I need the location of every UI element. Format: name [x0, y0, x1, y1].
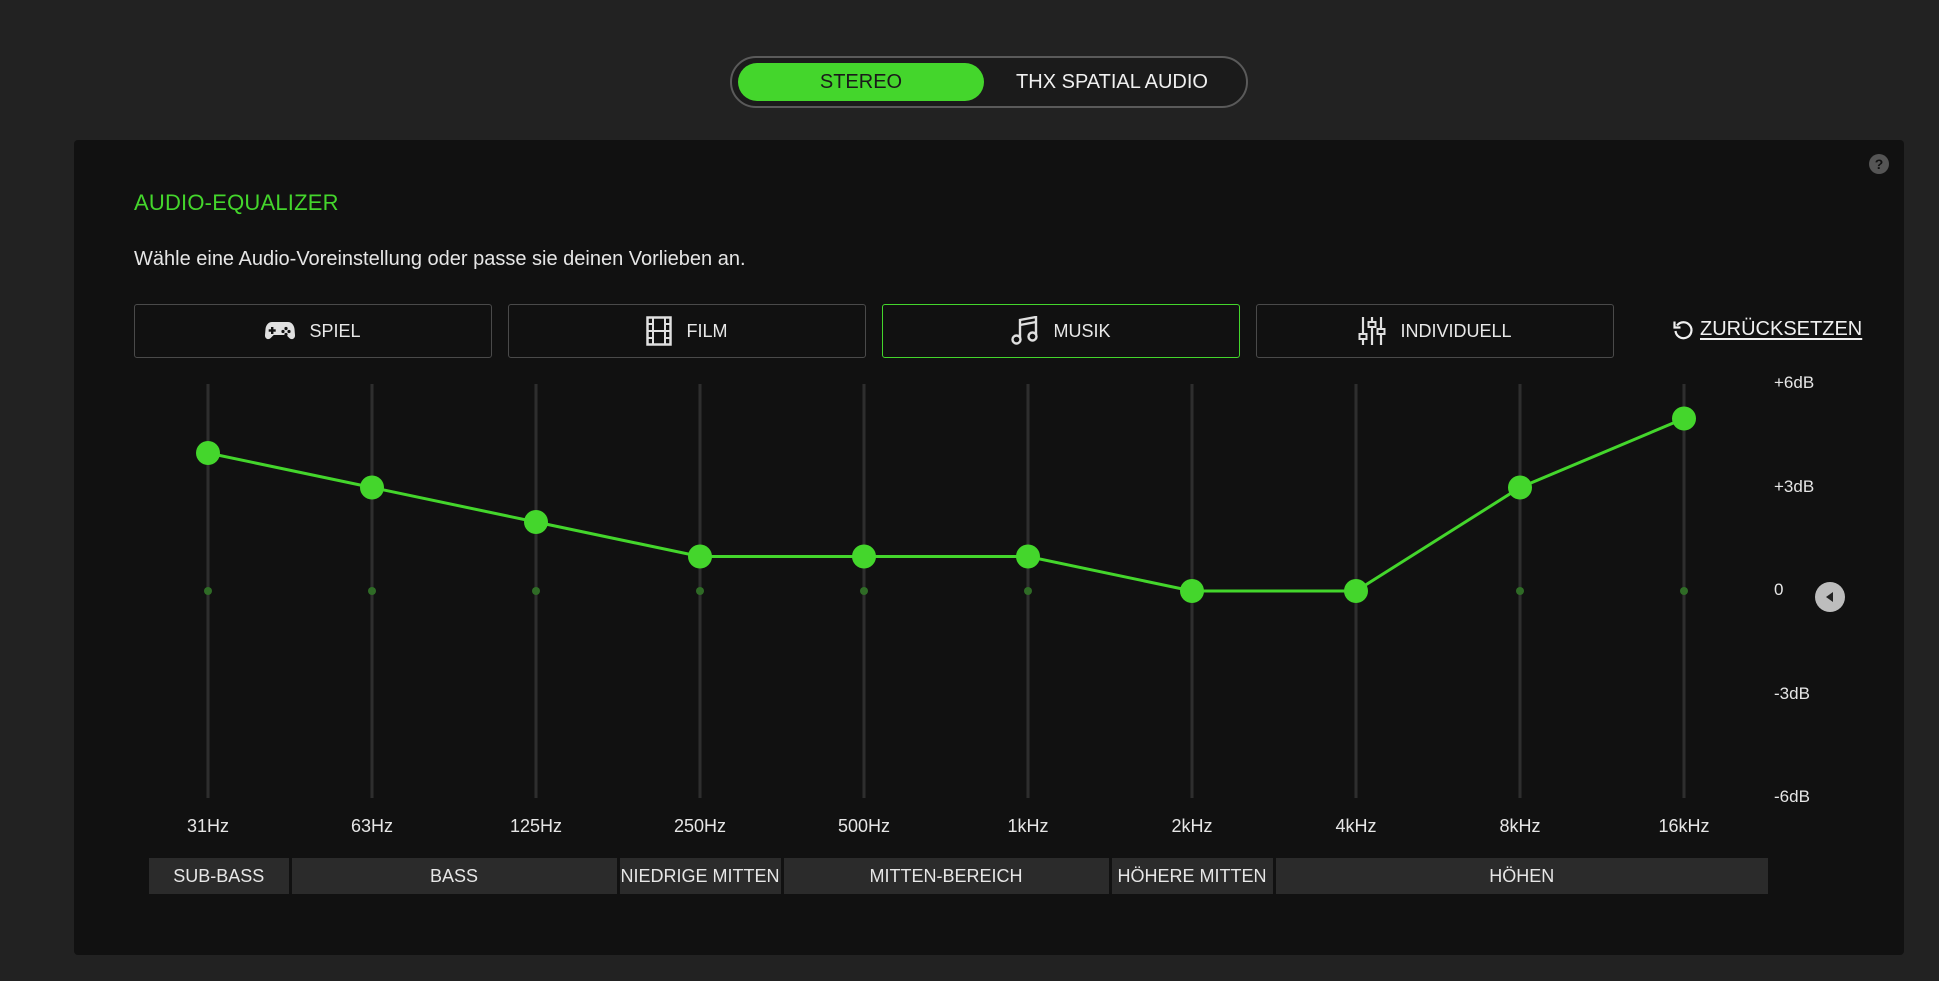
zero-marker	[368, 587, 376, 595]
frequency-label: 16kHz	[1658, 816, 1710, 836]
eq-curve-line	[207, 417, 1685, 593]
music-note-icon	[1011, 316, 1039, 345]
frequency-label: 2kHz	[1171, 816, 1213, 836]
reset-icon	[1673, 320, 1693, 339]
preset-button-musik[interactable]: MUSIK	[882, 304, 1240, 358]
eq-band-handle[interactable]	[1672, 406, 1696, 431]
frequency-label: 63Hz	[350, 816, 394, 836]
frequency-label: 500Hz	[837, 816, 891, 836]
zero-marker	[532, 587, 540, 595]
equalizer-chart	[196, 384, 1696, 798]
sliders-icon	[1358, 317, 1386, 345]
frequency-range-label: HÖHEN	[1275, 858, 1768, 894]
eq-band-handle[interactable]	[1016, 544, 1040, 569]
db-tick-label: -6dB	[1774, 787, 1810, 806]
eq-band-handle[interactable]	[196, 441, 220, 465]
preset-button-individuell[interactable]: INDIVIDUELL	[1256, 304, 1614, 358]
eq-band-handle[interactable]	[524, 510, 548, 534]
eq-band-handle[interactable]	[852, 544, 876, 569]
zero-marker	[1024, 587, 1032, 595]
eq-band-handle[interactable]	[688, 544, 712, 569]
stereo-mode-button[interactable]: STEREO	[738, 63, 984, 101]
frequency-range-label: HÖHERE MITTEN	[1111, 858, 1273, 894]
frequency-range-label: MITTEN-BEREICH	[783, 858, 1109, 894]
preset-label: INDIVIDUELL	[1400, 320, 1512, 341]
equalizer-subtitle: Wähle eine Audio-Voreinstellung oder pas…	[134, 248, 746, 270]
frequency-label: 1kHz	[1007, 816, 1049, 836]
equalizer-panel: ? AUDIO-EQUALIZER Wähle eine Audio-Vorei…	[74, 140, 1904, 955]
preset-button-film[interactable]: FILM	[508, 304, 866, 358]
film-icon	[646, 316, 673, 346]
frequency-range-label: BASS	[291, 858, 617, 894]
equalizer-title: AUDIO-EQUALIZER	[134, 190, 339, 215]
thx-spatial-audio-mode-button[interactable]: THX SPATIAL AUDIO	[1016, 70, 1208, 93]
preset-label: MUSIK	[1053, 320, 1111, 341]
preset-label: FILM	[686, 320, 728, 341]
zero-marker	[696, 587, 704, 595]
frequency-label: 8kHz	[1499, 816, 1541, 836]
zero-marker	[1680, 587, 1688, 595]
reset-button[interactable]: ZURÜCKSETZEN	[1672, 318, 1862, 341]
zero-marker	[204, 587, 212, 595]
db-tick-label: -3dB	[1774, 683, 1810, 703]
db-tick-label: +3dB	[1774, 476, 1815, 496]
frequency-label: 250Hz	[673, 816, 727, 836]
eq-band-handle[interactable]	[1508, 475, 1532, 500]
gamepad-icon	[265, 322, 296, 340]
db-tick-label: 0	[1774, 580, 1784, 599]
help-icon[interactable]: ?	[1869, 154, 1889, 174]
triangle-left-icon	[1826, 592, 1833, 602]
frequency-range-label: SUB-BASS	[149, 858, 289, 894]
zero-marker	[860, 587, 868, 595]
preset-label: SPIEL	[309, 320, 361, 341]
eq-band-handle[interactable]	[1344, 579, 1368, 603]
zero-marker	[1516, 587, 1524, 595]
collapse-arrow-button[interactable]	[1815, 582, 1845, 612]
reset-label: ZURÜCKSETZEN	[1700, 318, 1863, 340]
frequency-label: 31Hz	[186, 816, 230, 836]
frequency-label: 125Hz	[509, 816, 563, 836]
frequency-label: 4kHz	[1335, 816, 1377, 836]
db-tick-label: +6dB	[1774, 373, 1815, 392]
audio-mode-toggle: STEREO THX SPATIAL AUDIO	[730, 56, 1248, 108]
preset-button-spiel[interactable]: SPIEL	[134, 304, 492, 358]
frequency-range-label: NIEDRIGE MITTEN	[619, 858, 781, 894]
eq-band-handle[interactable]	[1180, 579, 1204, 603]
eq-band-handle[interactable]	[360, 475, 384, 500]
